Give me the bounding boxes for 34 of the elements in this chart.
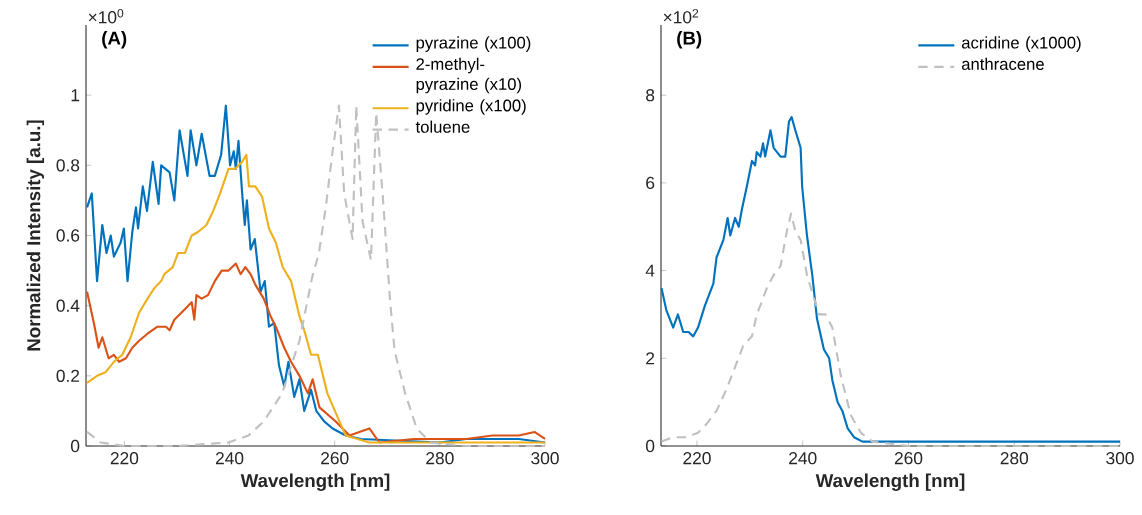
chart-title: (B) — [677, 31, 702, 49]
x-tick-label: 240 — [789, 452, 817, 465]
legend-label: 2-methyl-pyrazine (x10) — [416, 57, 522, 94]
y-tick-label: 4 — [645, 264, 655, 277]
x-tick-label: 280 — [426, 452, 454, 465]
x-tick-label: 220 — [683, 452, 711, 465]
y-tick-label: 0.2 — [56, 369, 80, 382]
x-axis-title: Wavelength [nm] — [815, 473, 965, 491]
text: ×10$^{2}$ — [663, 8, 699, 24]
legend-label: toluene — [415, 120, 470, 133]
y-tick-label: 0 — [70, 439, 80, 453]
y-tick-label: 0 — [645, 439, 655, 453]
x-tick-label: 300 — [1106, 452, 1134, 465]
y-tick-label: 6 — [646, 176, 655, 190]
y-axis-title: Normalized Intensity [a.u.] — [26, 120, 45, 351]
legend-label: pyridine (x100) — [416, 99, 526, 115]
y-tick-label: 0.4 — [56, 299, 80, 312]
y-tick-label: 1 — [71, 89, 80, 102]
x-axis-title: Wavelength [nm] — [240, 473, 390, 491]
legend-label: anthracene — [961, 57, 1044, 70]
y-tick-label: 0.8 — [56, 159, 80, 172]
y-tick-label: 0.6 — [56, 229, 80, 242]
x-tick-label: 280 — [1000, 452, 1029, 465]
legend-label: acridine (x1000) — [961, 36, 1081, 52]
chart-title: (A) — [102, 31, 127, 49]
x-tick-label: 220 — [110, 452, 139, 465]
text: ×10$^{0}$ — [88, 8, 124, 24]
x-tick-label: 300 — [531, 452, 559, 465]
x-tick-label: 240 — [215, 452, 244, 465]
x-tick-label: 260 — [321, 452, 349, 465]
y-tick-label: 8 — [646, 89, 655, 102]
y-tick-label: 2 — [646, 352, 655, 365]
x-tick-label: 260 — [894, 452, 923, 465]
legend-label: pyrazine (x100) — [416, 36, 531, 52]
